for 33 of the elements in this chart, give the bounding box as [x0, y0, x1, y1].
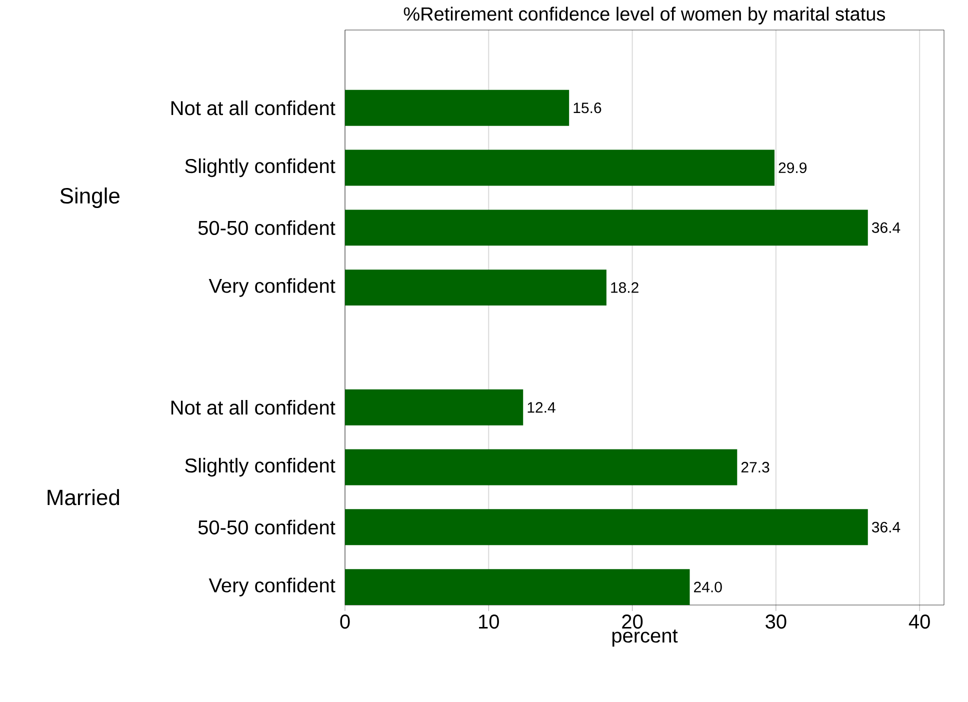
- y-tick-label: 50-50 confident: [198, 220, 336, 236]
- x-tick-label: 40: [908, 614, 930, 629]
- y-tick-label: Very confident: [208, 578, 336, 596]
- data-label: 29.9: [778, 162, 807, 174]
- bar: [345, 90, 570, 126]
- data-label: 36.4: [872, 222, 900, 233]
- bar: [345, 509, 868, 546]
- text: Married: [48, 489, 120, 506]
- data-label: 24.0: [694, 582, 722, 592]
- x-tick-label: 10: [479, 614, 499, 629]
- data-label: 12.4: [528, 402, 556, 413]
- y-tick-label: Not at all confident: [171, 100, 336, 116]
- bar: [345, 270, 606, 306]
- bar: [345, 449, 738, 486]
- data-label: 27.3: [741, 462, 770, 473]
- bar: [345, 210, 868, 246]
- y-tick-label: Slightly confident: [185, 158, 336, 178]
- x-tick-label: 30: [766, 614, 786, 629]
- x-tick-label: 20: [622, 614, 643, 629]
- data-label: 36.4: [872, 522, 900, 532]
- bar: [345, 389, 524, 426]
- data-label: 18.2: [611, 282, 638, 293]
- y-tick-label: Slightly confident: [185, 458, 336, 477]
- y-tick-label: 50-50 confident: [198, 520, 336, 534]
- x-axis-title: percent: [612, 630, 678, 647]
- y-tick-label: Very confident: [208, 278, 336, 297]
- text: Single: [60, 187, 120, 208]
- data-label: 15.6: [574, 102, 602, 114]
- bar: [345, 569, 690, 606]
- y-tick-label: Not at all confident: [171, 400, 336, 415]
- chart-title: %Retirement confidence level of women by marital status: [404, 6, 886, 24]
- bar: [345, 150, 774, 186]
- x-tick-label: 0: [340, 614, 350, 629]
